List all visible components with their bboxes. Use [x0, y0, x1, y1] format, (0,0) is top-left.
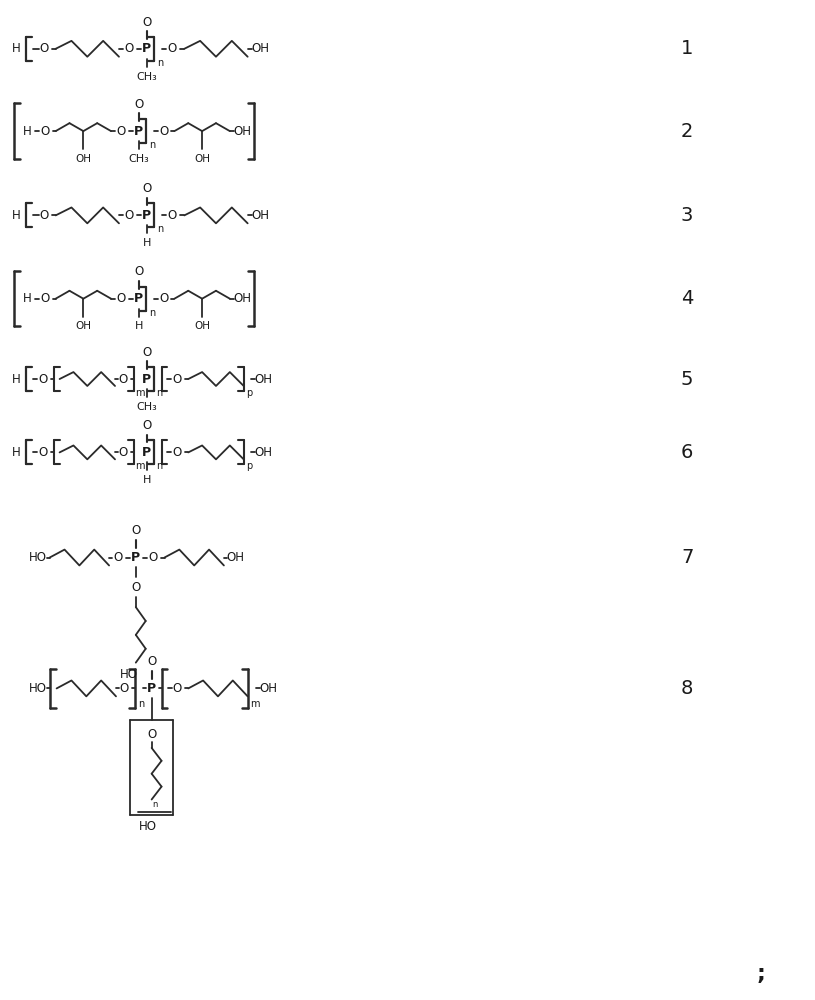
- Text: OH: OH: [252, 42, 270, 55]
- Text: O: O: [173, 373, 182, 386]
- Text: m: m: [135, 461, 144, 471]
- Text: H: H: [23, 292, 31, 305]
- Text: OH: OH: [234, 292, 252, 305]
- Text: O: O: [39, 42, 48, 55]
- Text: HO: HO: [139, 820, 156, 833]
- Text: OH: OH: [227, 551, 244, 564]
- Text: OH: OH: [194, 321, 210, 331]
- Text: O: O: [142, 419, 152, 432]
- Text: O: O: [173, 682, 182, 695]
- Text: n: n: [156, 461, 163, 471]
- Text: O: O: [119, 682, 129, 695]
- Text: P: P: [147, 682, 156, 695]
- Text: OH: OH: [75, 321, 91, 331]
- Text: OH: OH: [75, 154, 91, 164]
- Text: p: p: [246, 388, 253, 398]
- Text: 4: 4: [681, 289, 694, 308]
- Text: H: H: [143, 475, 151, 485]
- Text: O: O: [131, 524, 140, 537]
- Text: 3: 3: [681, 206, 694, 225]
- Text: 5: 5: [681, 370, 694, 389]
- Text: O: O: [113, 551, 122, 564]
- Text: H: H: [11, 42, 20, 55]
- Text: n: n: [139, 699, 145, 709]
- Text: OH: OH: [194, 154, 210, 164]
- Text: P: P: [134, 125, 143, 138]
- Text: O: O: [117, 125, 126, 138]
- Text: OH: OH: [252, 209, 270, 222]
- Text: O: O: [173, 446, 182, 459]
- Text: O: O: [38, 373, 47, 386]
- Text: O: O: [159, 125, 168, 138]
- Text: H: H: [143, 238, 151, 248]
- Text: O: O: [168, 209, 177, 222]
- Text: HO: HO: [120, 668, 138, 681]
- Text: O: O: [118, 373, 128, 386]
- Text: OH: OH: [254, 446, 272, 459]
- Text: P: P: [142, 446, 152, 459]
- Text: 8: 8: [681, 679, 694, 698]
- Text: CH₃: CH₃: [129, 154, 149, 164]
- Text: CH₃: CH₃: [136, 402, 157, 412]
- Text: m: m: [250, 699, 259, 709]
- Text: OH: OH: [259, 682, 277, 695]
- Text: O: O: [168, 42, 177, 55]
- Text: P: P: [142, 42, 152, 55]
- Text: O: O: [118, 446, 128, 459]
- Text: n: n: [149, 308, 156, 318]
- Text: n: n: [149, 140, 156, 150]
- Text: O: O: [117, 292, 126, 305]
- Text: O: O: [142, 16, 152, 29]
- Text: P: P: [142, 373, 152, 386]
- Text: OH: OH: [234, 125, 252, 138]
- Text: 2: 2: [681, 122, 694, 141]
- Text: O: O: [39, 209, 48, 222]
- Text: P: P: [134, 292, 143, 305]
- Text: p: p: [246, 461, 253, 471]
- Text: O: O: [142, 182, 152, 195]
- Text: H: H: [134, 321, 143, 331]
- Text: O: O: [147, 728, 156, 741]
- Text: H: H: [23, 125, 31, 138]
- Text: O: O: [38, 446, 47, 459]
- Text: CH₃: CH₃: [136, 72, 157, 82]
- Text: 6: 6: [681, 443, 694, 462]
- Text: O: O: [40, 292, 50, 305]
- Text: O: O: [131, 581, 140, 594]
- Text: n: n: [157, 58, 164, 68]
- Text: O: O: [40, 125, 50, 138]
- Text: O: O: [124, 42, 134, 55]
- Text: O: O: [134, 265, 143, 278]
- Text: H: H: [11, 373, 20, 386]
- Text: ;: ;: [757, 964, 766, 984]
- Text: H: H: [11, 209, 20, 222]
- Text: O: O: [142, 346, 152, 359]
- Text: n: n: [156, 388, 163, 398]
- Text: 7: 7: [681, 548, 694, 567]
- Text: n: n: [152, 800, 157, 809]
- Text: P: P: [131, 551, 140, 564]
- Text: O: O: [148, 551, 157, 564]
- Text: HO: HO: [29, 682, 47, 695]
- Text: HO: HO: [29, 551, 47, 564]
- Text: P: P: [142, 209, 152, 222]
- Text: O: O: [159, 292, 168, 305]
- Text: O: O: [134, 98, 143, 111]
- Text: OH: OH: [254, 373, 272, 386]
- Text: 1: 1: [681, 39, 694, 58]
- Text: H: H: [11, 446, 20, 459]
- Text: n: n: [157, 224, 164, 234]
- Text: O: O: [124, 209, 134, 222]
- Text: m: m: [135, 388, 144, 398]
- Text: O: O: [147, 655, 156, 668]
